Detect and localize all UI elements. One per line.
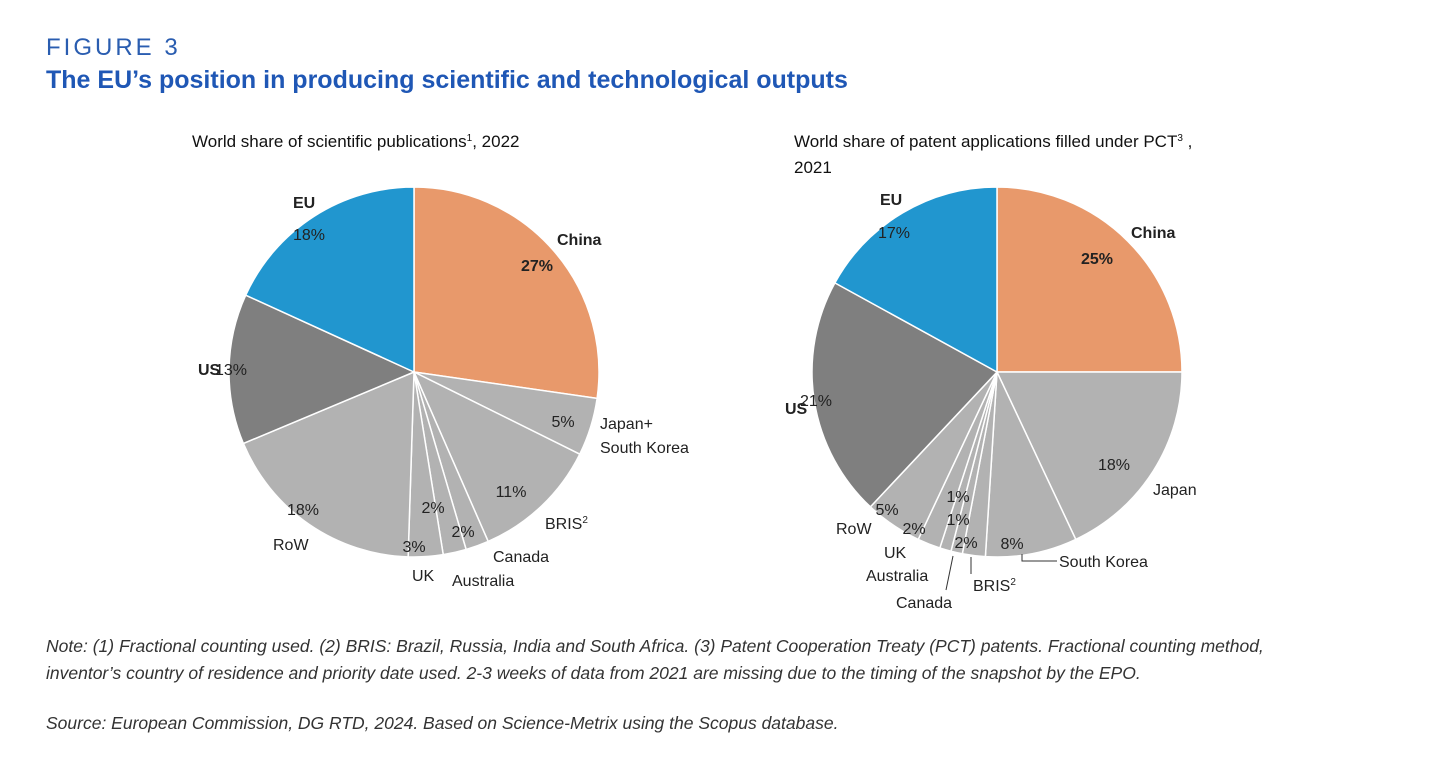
pct-label: 25%: [1081, 251, 1113, 268]
pct-label: 18%: [287, 502, 319, 519]
pie-chart-2: [811, 186, 1183, 558]
figure-label: FIGURE 3: [46, 34, 181, 61]
slice-label: Canada: [896, 595, 952, 612]
leader-line: [945, 555, 954, 591]
chart-title-line2: 2021: [794, 158, 832, 177]
slice-label: RoW: [836, 521, 872, 538]
pct-label: 18%: [293, 227, 325, 244]
chart-title: World share of scientific publications1,…: [192, 132, 519, 151]
note-line-2: inventor’s country of residence and prio…: [46, 663, 1141, 683]
slice-label: China: [1131, 225, 1176, 242]
slice-label: US: [198, 362, 221, 379]
figure-title: The EU’s position in producing scientifi…: [46, 66, 848, 94]
pct-label: 17%: [878, 225, 910, 242]
pct-label: 5%: [551, 414, 574, 431]
slice-label: RoW: [273, 537, 309, 554]
pie-slice-japan: [995, 371, 1183, 541]
slice-label: EU: [880, 192, 902, 209]
slice-label: UK: [412, 568, 435, 585]
pct-label: 2%: [421, 500, 444, 517]
pct-label: 1%: [946, 512, 969, 529]
slice-label: Australia: [866, 568, 928, 585]
pie-slice-china: [413, 186, 600, 400]
slice-label: US: [785, 401, 808, 418]
pie-slice-south-korea: [984, 371, 1077, 558]
slice-label-line2: South Korea: [600, 440, 689, 457]
pct-label: 11%: [496, 484, 527, 501]
slice-label: EU: [293, 195, 315, 212]
pct-label: 8%: [1000, 536, 1023, 553]
slice-label: Australia: [452, 573, 514, 590]
pie-chart-1: [228, 186, 600, 558]
slice-label: BRIS2: [973, 577, 1016, 595]
pct-label: 21%: [800, 393, 832, 410]
pie-slice-us: [811, 281, 999, 508]
slice-label: Japan+: [600, 416, 653, 433]
chart-title: World share of patent applications fille…: [794, 132, 1192, 151]
pct-label: 2%: [902, 521, 925, 538]
pie-slice-china: [996, 186, 1183, 373]
pct-label: 1%: [946, 489, 969, 506]
source: Source: European Commission, DG RTD, 202…: [46, 713, 839, 733]
pie-slice-bris: [412, 370, 581, 543]
slice-label: Canada: [493, 549, 549, 566]
pct-label: 27%: [521, 258, 553, 275]
pct-label: 2%: [954, 535, 977, 552]
pie-slice-eu: [244, 186, 415, 374]
pct-label: 3%: [402, 539, 425, 556]
pie-slice-eu: [833, 186, 998, 374]
pie-slice-us: [228, 294, 416, 445]
note-line-1: Note: (1) Fractional counting used. (2) …: [46, 636, 1264, 656]
pct-label: 18%: [1098, 457, 1130, 474]
slice-label: BRIS2: [545, 515, 588, 533]
note: Note: (1) Fractional counting used. (2) …: [46, 633, 1436, 687]
slice-label: UK: [884, 545, 907, 562]
slice-label: South Korea: [1059, 554, 1148, 571]
slice-label: Japan: [1153, 482, 1197, 499]
pct-label: 13%: [215, 362, 247, 379]
slice-label: China: [557, 232, 602, 249]
pct-label: 2%: [451, 524, 474, 541]
leader-line: [1021, 554, 1057, 562]
pie-slice-row: [242, 370, 415, 558]
pct-label: 5%: [875, 502, 898, 519]
